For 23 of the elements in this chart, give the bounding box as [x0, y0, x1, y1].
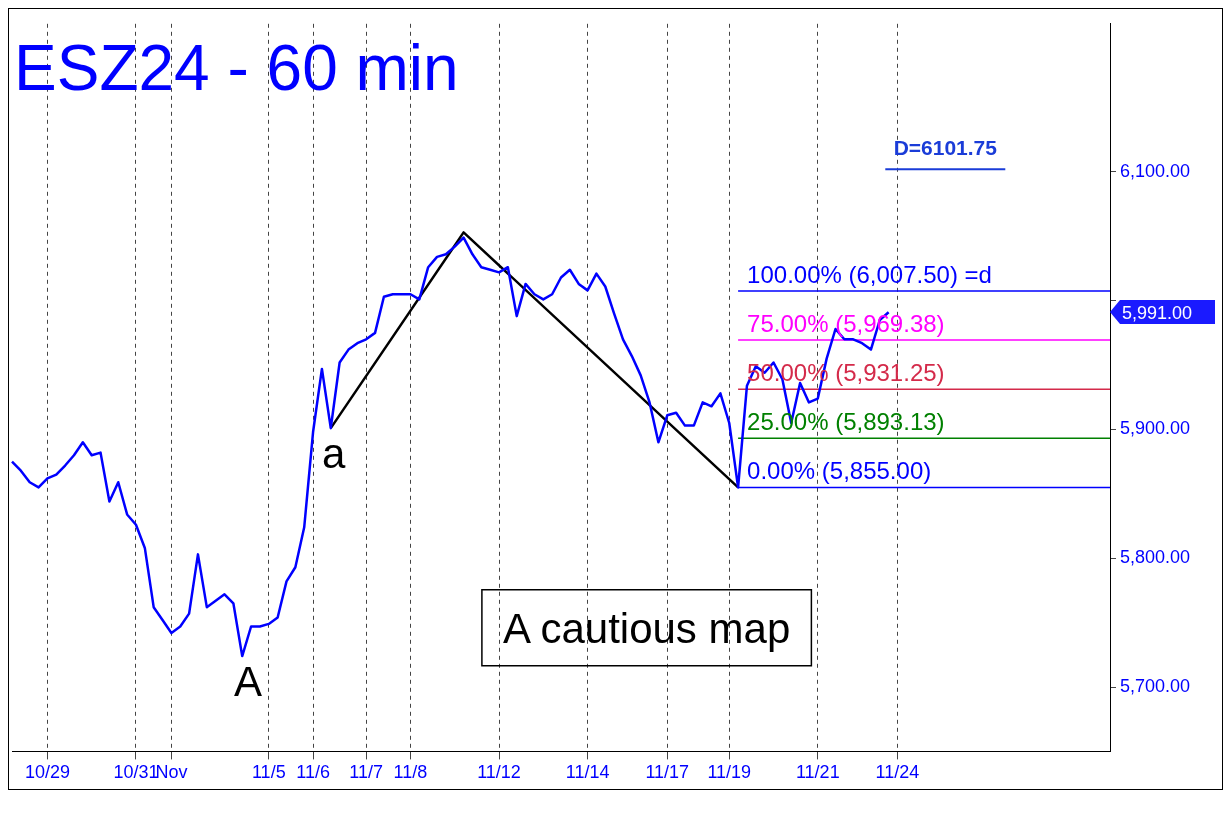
- x-tick-label: 11/17: [645, 762, 690, 783]
- x-tick-label: 11/21: [795, 762, 840, 783]
- annotation: a: [322, 430, 347, 478]
- x-tick-label: 11/7: [349, 762, 384, 783]
- y-tick-label: 5,800.00: [1120, 547, 1191, 568]
- x-tick-label: 11/24: [875, 762, 920, 783]
- x-tick-label: 11/6: [296, 762, 330, 783]
- x-tick-label: 11/12: [477, 762, 521, 783]
- y-tick-label: 5,900.00: [1120, 418, 1191, 439]
- x-tick-label: 10/29: [24, 762, 70, 783]
- text: 5,991.00: [1122, 302, 1193, 323]
- annotation: D=6101.75: [893, 136, 998, 160]
- y-tick-label: 6,100.00: [1120, 160, 1191, 181]
- ref-line-label: 100.00% (6,007.50) =d: [747, 261, 992, 289]
- x-tick-label: 11/8: [393, 762, 428, 783]
- x-tick-label: 11/5: [251, 762, 286, 783]
- chart-title: ESZ24 - 60 min: [14, 31, 459, 104]
- annotation: A: [234, 658, 263, 706]
- y-tick-label: 5,700.00: [1120, 675, 1191, 696]
- x-tick-label: 11/19: [707, 762, 752, 783]
- annotation: A cautious map: [503, 604, 791, 652]
- x-tick-label: 11/14: [565, 762, 610, 783]
- ref-line-label: 0.00% (5,855.00): [747, 457, 932, 485]
